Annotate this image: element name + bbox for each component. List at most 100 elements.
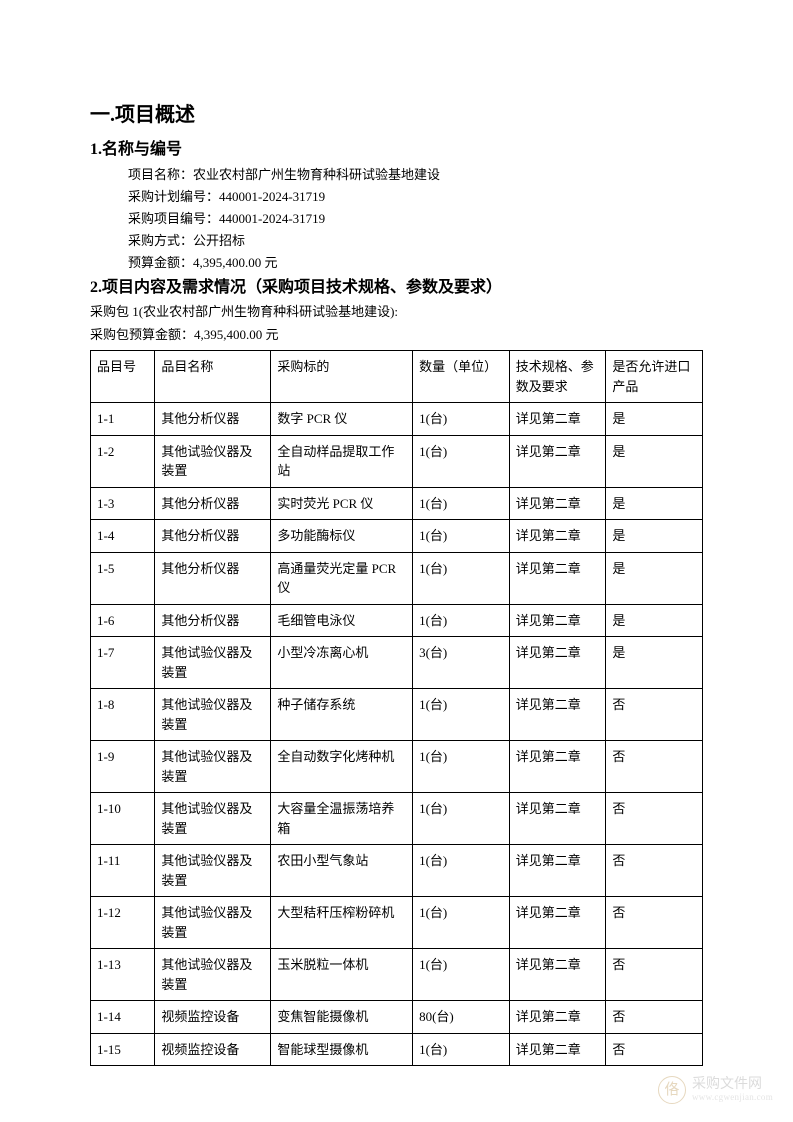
heading-project-overview: 一.项目概述 (90, 100, 703, 130)
table-cell: 详见第二章 (509, 1001, 606, 1034)
info-value: 农业农村部广州生物育种科研试验基地建设 (193, 167, 440, 182)
table-cell: 智能球型摄像机 (271, 1033, 413, 1066)
watermark-icon: 佫 (658, 1076, 686, 1104)
info-label: 预算金额： (128, 255, 193, 270)
table-cell: 是 (606, 637, 703, 689)
table-row: 1-4其他分析仪器多功能酶标仪1(台)详见第二章是 (91, 520, 703, 553)
table-cell: 1-6 (91, 604, 155, 637)
table-cell: 1-5 (91, 552, 155, 604)
table-row: 1-10其他试验仪器及装置大容量全温振荡培养箱1(台)详见第二章否 (91, 793, 703, 845)
table-row: 1-8其他试验仪器及装置种子储存系统1(台)详见第二章否 (91, 689, 703, 741)
package-line: 采购包 1(农业农村部广州生物育种科研试验基地建设): (90, 302, 703, 323)
table-cell: 农田小型气象站 (271, 845, 413, 897)
table-cell: 否 (606, 949, 703, 1001)
table-cell: 否 (606, 741, 703, 793)
table-cell: 其他试验仪器及装置 (155, 949, 271, 1001)
table-row: 1-5其他分析仪器高通量荧光定量 PCR 仪1(台)详见第二章是 (91, 552, 703, 604)
watermark-text: 采购文件网 www.cgwenjian.com (692, 1077, 773, 1102)
table-cell: 详见第二章 (509, 435, 606, 487)
table-cell: 其他试验仪器及装置 (155, 793, 271, 845)
table-row: 1-11其他试验仪器及装置农田小型气象站1(台)详见第二章否 (91, 845, 703, 897)
table-cell: 其他分析仪器 (155, 604, 271, 637)
table-cell: 1-15 (91, 1033, 155, 1066)
table-cell: 详见第二章 (509, 741, 606, 793)
package-budget-line: 采购包预算金额：4,395,400.00 元 (90, 325, 703, 346)
table-cell: 是 (606, 604, 703, 637)
table-cell: 是 (606, 435, 703, 487)
table-cell: 1-4 (91, 520, 155, 553)
section-1-info: 项目名称：农业农村部广州生物育种科研试验基地建设 采购计划编号：440001-2… (90, 164, 703, 274)
table-cell: 1-7 (91, 637, 155, 689)
table-cell: 1(台) (413, 689, 510, 741)
table-cell: 否 (606, 1001, 703, 1034)
table-cell: 1-13 (91, 949, 155, 1001)
table-row: 1-6其他分析仪器毛细管电泳仪1(台)详见第二章是 (91, 604, 703, 637)
table-cell: 1(台) (413, 793, 510, 845)
table-cell: 否 (606, 689, 703, 741)
table-cell: 其他试验仪器及装置 (155, 689, 271, 741)
section-1-title: 1.名称与编号 (90, 138, 703, 162)
info-line: 采购计划编号：440001-2024-31719 (128, 186, 703, 208)
table-cell: 1(台) (413, 897, 510, 949)
table-cell: 1-11 (91, 845, 155, 897)
table-cell: 1(台) (413, 403, 510, 436)
table-cell: 详见第二章 (509, 520, 606, 553)
info-line: 采购方式：公开招标 (128, 230, 703, 252)
section-2-title: 2.项目内容及需求情况（采购项目技术规格、参数及要求） (90, 276, 703, 300)
table-cell: 1-12 (91, 897, 155, 949)
table-cell: 视频监控设备 (155, 1001, 271, 1034)
table-cell: 详见第二章 (509, 897, 606, 949)
table-cell: 1-14 (91, 1001, 155, 1034)
table-cell: 其他试验仪器及装置 (155, 741, 271, 793)
table-row: 1-13其他试验仪器及装置玉米脱粒一体机1(台)详见第二章否 (91, 949, 703, 1001)
table-cell: 1(台) (413, 604, 510, 637)
table-cell: 大容量全温振荡培养箱 (271, 793, 413, 845)
table-cell: 详见第二章 (509, 552, 606, 604)
table-row: 1-7其他试验仪器及装置小型冷冻离心机3(台)详见第二章是 (91, 637, 703, 689)
table-cell: 1(台) (413, 741, 510, 793)
col-header: 采购标的 (271, 351, 413, 403)
table-cell: 1(台) (413, 1033, 510, 1066)
table-cell: 3(台) (413, 637, 510, 689)
info-label: 项目名称： (128, 167, 193, 182)
info-value: 440001-2024-31719 (219, 189, 325, 204)
watermark-line1: 采购文件网 (692, 1077, 773, 1092)
info-line: 项目名称：农业农村部广州生物育种科研试验基地建设 (128, 164, 703, 186)
col-header: 是否允许进口产品 (606, 351, 703, 403)
info-value: 4,395,400.00 元 (193, 255, 278, 270)
col-header: 品目名称 (155, 351, 271, 403)
table-row: 1-1其他分析仪器数字 PCR 仪1(台)详见第二章是 (91, 403, 703, 436)
table-row: 1-15视频监控设备智能球型摄像机1(台)详见第二章否 (91, 1033, 703, 1066)
table-cell: 详见第二章 (509, 689, 606, 741)
info-label: 采购项目编号： (128, 211, 219, 226)
table-cell: 详见第二章 (509, 487, 606, 520)
table-cell: 1(台) (413, 487, 510, 520)
table-cell: 种子储存系统 (271, 689, 413, 741)
table-row: 1-12其他试验仪器及装置大型秸秆压榨粉碎机1(台)详见第二章否 (91, 897, 703, 949)
table-cell: 视频监控设备 (155, 1033, 271, 1066)
table-cell: 小型冷冻离心机 (271, 637, 413, 689)
table-cell: 全自动样品提取工作站 (271, 435, 413, 487)
table-cell: 1-10 (91, 793, 155, 845)
table-cell: 是 (606, 552, 703, 604)
table-cell: 高通量荧光定量 PCR 仪 (271, 552, 413, 604)
table-cell: 详见第二章 (509, 1033, 606, 1066)
table-cell: 1-9 (91, 741, 155, 793)
table-cell: 1(台) (413, 435, 510, 487)
table-cell: 详见第二章 (509, 793, 606, 845)
table-cell: 详见第二章 (509, 845, 606, 897)
table-cell: 否 (606, 793, 703, 845)
table-cell: 1(台) (413, 552, 510, 604)
col-header: 品目号 (91, 351, 155, 403)
col-header: 数量（单位） (413, 351, 510, 403)
table-cell: 1(台) (413, 520, 510, 553)
table-cell: 详见第二章 (509, 403, 606, 436)
table-cell: 数字 PCR 仪 (271, 403, 413, 436)
table-cell: 其他分析仪器 (155, 487, 271, 520)
table-cell: 否 (606, 1033, 703, 1066)
table-cell: 多功能酶标仪 (271, 520, 413, 553)
table-cell: 否 (606, 845, 703, 897)
info-line: 采购项目编号：440001-2024-31719 (128, 208, 703, 230)
col-header: 技术规格、参数及要求 (509, 351, 606, 403)
info-value: 公开招标 (193, 233, 245, 248)
